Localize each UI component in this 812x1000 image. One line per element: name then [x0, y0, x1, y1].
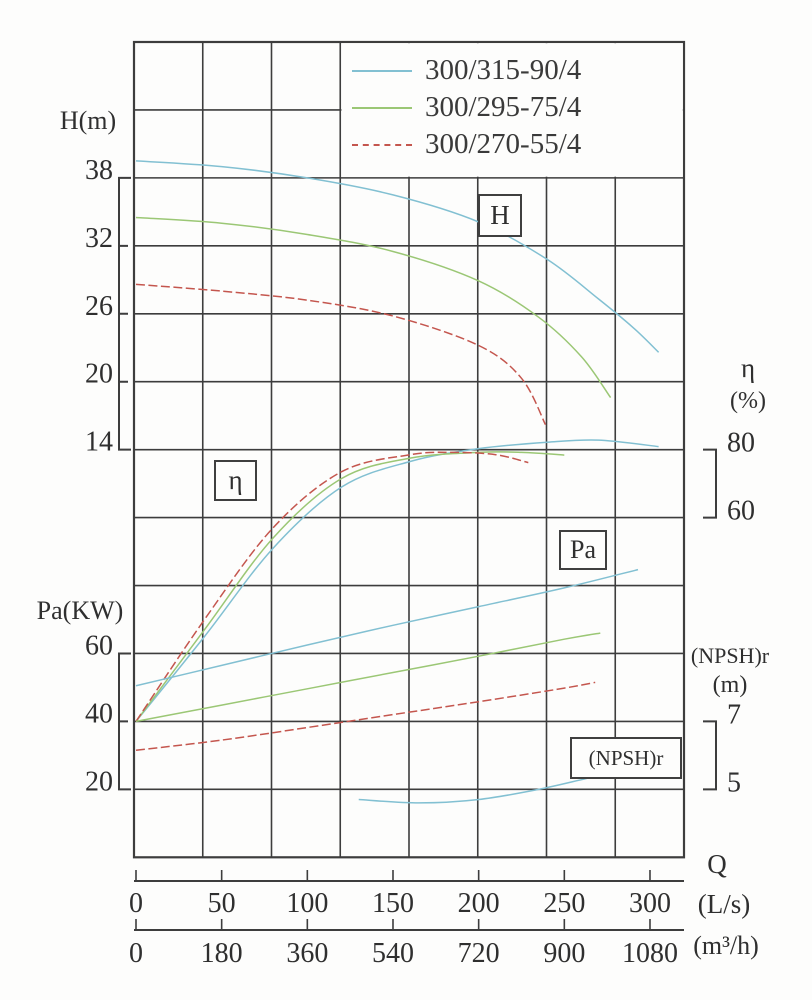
curve-eta-300/270-55/4 [135, 451, 529, 722]
axis-annotations: 38 32 26 20 14 60 40 20 80 60 7 5 [85, 155, 755, 798]
pa-axis-title: Pa(KW) [36, 596, 124, 625]
eta-tick-label: 80 [727, 428, 755, 459]
H-tick-label: 32 [85, 223, 113, 254]
legend-item-label: 300/315-90/4 [425, 54, 582, 86]
legend-item-label: 300/270-55/4 [425, 128, 582, 160]
h-axis-title: H(m) [59, 106, 117, 135]
curve-Pa-300/315-90/4 [135, 568, 639, 687]
legend-mask [341, 43, 683, 177]
flow-unit-m3h-label: (m³/h) [693, 931, 759, 960]
npsh-curve-label-box: (NPSH)r [570, 737, 682, 779]
legend-item: 300/270-55/4 [352, 126, 581, 163]
curves [135, 160, 660, 804]
eta-axis-unit: (%) [730, 388, 766, 414]
legend: 300/315-90/4 300/295-75/4 300/270-55/4 [352, 52, 581, 163]
ruler-ls-tick-label: 0 [129, 888, 143, 919]
legend-item: 300/295-75/4 [352, 89, 581, 126]
ruler-ls-tick-label: 250 [543, 888, 585, 919]
H-tick-label: 14 [85, 427, 113, 458]
Pa-tick-label: 20 [85, 766, 113, 797]
ruler-m3h-tick-label: 720 [458, 938, 500, 969]
power-curve-label-box: Pa [559, 530, 607, 570]
npsh-axis-bracket [703, 720, 717, 791]
curve-H-300/295-75/4 [135, 216, 612, 399]
npsh-axis-title: (NPSH)r [690, 643, 770, 668]
npsh-axis-unit: (m) [712, 672, 748, 698]
head-curve-label-box: H [478, 194, 522, 237]
npsh-tick-label: 5 [727, 767, 741, 798]
ruler-ls-tick-label: 150 [372, 888, 414, 919]
npsh-curve-label: (NPSH)r [588, 745, 664, 770]
ruler-m3h-tick-label: 900 [543, 938, 585, 969]
Pa-tick-label: 40 [85, 698, 113, 729]
H-axis-bracket [118, 176, 131, 451]
curve-eta-300/315-90/4 [135, 439, 659, 722]
H-tick-label: 20 [85, 359, 113, 390]
ruler-ls-tick-label: 50 [208, 888, 236, 919]
ruler-m3h-tick-label: 1080 [622, 938, 678, 969]
ruler-ls-tick-label: 100 [286, 888, 328, 919]
power-curve-label: Pa [570, 535, 596, 564]
eta-axis-bracket [703, 448, 717, 519]
curve-eta-300/295-75/4 [135, 451, 565, 722]
legend-line-sample-dashed [352, 143, 412, 146]
H-tick-label: 38 [85, 155, 113, 186]
ruler-m3h-tick-label: 180 [201, 938, 243, 969]
ruler-m3h-tick-label: 0 [129, 938, 143, 969]
ruler-ls-tick-label: 300 [629, 888, 671, 919]
flow-unit-ls-label: (L/s) [697, 889, 751, 919]
grid [132, 40, 686, 859]
ruler-m3h-tick-label: 360 [286, 938, 328, 969]
H-tick-label: 26 [85, 291, 113, 322]
eta-axis-title: η [740, 353, 756, 383]
Pa-axis-bracket [118, 652, 131, 791]
q-axis-label: Q [707, 849, 727, 879]
legend-line-sample-solid [352, 69, 412, 72]
ruler-m3h-tick-label: 540 [372, 938, 414, 969]
legend-item-label: 300/295-75/4 [425, 91, 582, 123]
curve-Pa-300/270-55/4 [135, 681, 596, 752]
legend-item: 300/315-90/4 [352, 52, 581, 89]
efficiency-curve-label: η [228, 465, 243, 495]
plot-border [132, 40, 686, 859]
curve-H-300/270-55/4 [135, 283, 547, 426]
npsh-tick-label: 7 [727, 699, 741, 730]
head-curve-label: H [490, 200, 510, 230]
flow-rulers: 0 50 100 150 200 250 300 0 180 360 540 720 900 1080 [129, 870, 684, 969]
Pa-tick-label: 60 [85, 630, 113, 661]
efficiency-curve-label-box: η [214, 460, 257, 501]
ruler-ls-tick-label: 200 [458, 888, 500, 919]
eta-tick-label: 60 [727, 496, 755, 527]
legend-line-sample-solid [352, 106, 412, 109]
curve-H-300/315-90/4 [135, 160, 660, 353]
curve-Pa-300/295-75/4 [135, 632, 601, 723]
